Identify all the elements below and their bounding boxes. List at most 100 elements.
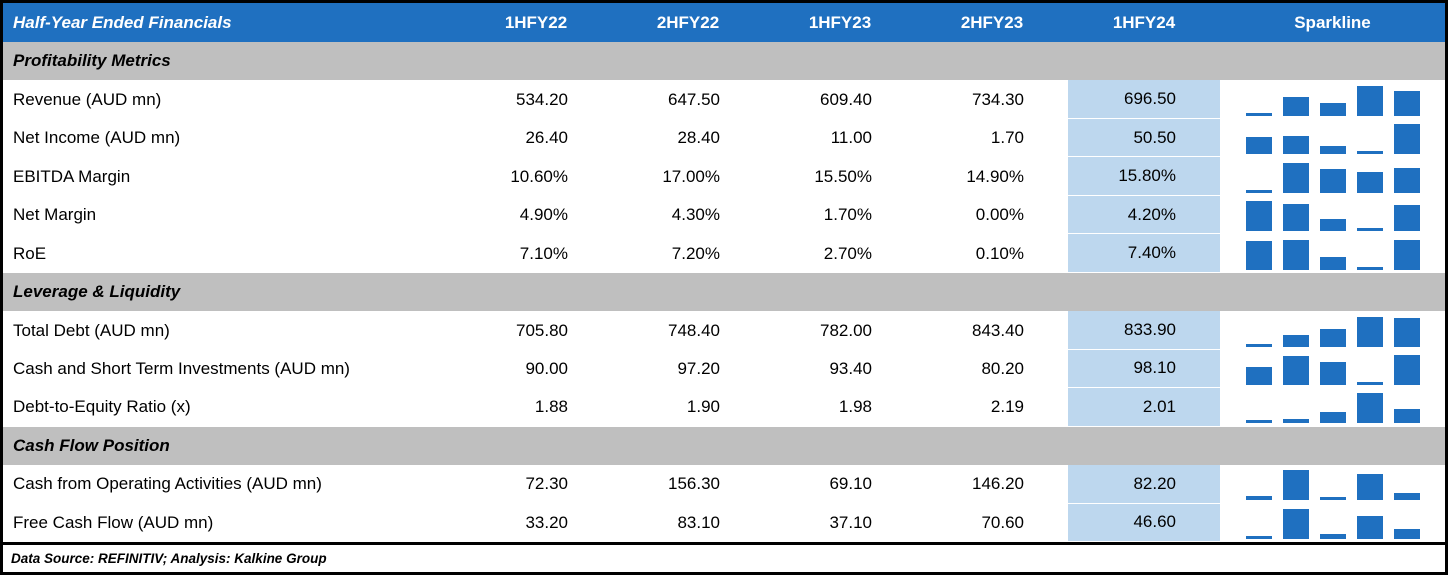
value-cell: 26.40	[525, 128, 568, 148]
sparkline-bar	[1245, 496, 1272, 501]
value-cell: 156.30	[668, 474, 720, 494]
sparkline-bar	[1356, 266, 1383, 270]
value-cell: 14.90%	[966, 166, 1024, 186]
value-cell: 37.10	[829, 512, 872, 532]
value-cell: 705.80	[516, 320, 568, 340]
value-cell: 50.50	[1068, 118, 1220, 158]
table-row: Cash from Operating Activities (AUD mn) 7…	[3, 465, 1445, 504]
value-cell: 11.00	[830, 128, 872, 148]
sparkline-bar	[1282, 335, 1309, 347]
row-label: Cash and Short Term Investments (AUD mn)	[13, 358, 350, 378]
row-label: Free Cash Flow (AUD mn)	[13, 512, 214, 532]
value-cell: 2.01	[1068, 388, 1220, 427]
value-cell: 7.40%	[1068, 234, 1220, 273]
value-cell: 4.90%	[519, 205, 568, 225]
value-cell: 1.70	[990, 128, 1024, 148]
sparkline-cell	[1220, 465, 1445, 503]
value-cell: 15.80%	[1068, 157, 1220, 196]
value-cell: 843.40	[972, 320, 1024, 340]
sparkline-bar	[1245, 189, 1272, 193]
table-row: EBITDA Margin 10.60% 17.00% 15.50% 14.90% 15.…	[3, 157, 1445, 196]
value-cell: 534.20	[516, 89, 568, 109]
table-row: Revenue (AUD mn) 534.20 647.50 609.40 734.30…	[3, 80, 1445, 119]
value-cell: 1.90	[686, 397, 720, 417]
sparkline-bar	[1245, 137, 1272, 155]
value-cell: 17.00%	[662, 166, 720, 186]
sparkline-bar	[1319, 328, 1346, 347]
value-cell: 93.40	[829, 358, 872, 378]
value-cell: 70.60	[981, 512, 1024, 532]
value-cell: 97.20	[677, 358, 720, 378]
sparkline-chart	[1245, 353, 1420, 385]
value-cell: 28.40	[677, 128, 720, 148]
sparkline-bar	[1356, 151, 1383, 155]
table-row: Debt-to-Equity Ratio (x) 1.88 1.90 1.98 2.19…	[3, 388, 1445, 427]
value-cell: 4.30%	[671, 205, 720, 225]
table-header-row: Half-Year Ended Financials 1HFY22 2HFY22 1…	[3, 3, 1445, 42]
row-label: Net Income (AUD mn)	[13, 128, 181, 148]
table-row: Free Cash Flow (AUD mn) 33.20 83.10 37.10 70…	[3, 503, 1445, 543]
section-header-row: Leverage & Liquidity	[3, 272, 1445, 312]
sparkline-chart	[1245, 84, 1420, 116]
column-header-2hfy23: 2HFY23	[960, 12, 1024, 32]
sparkline-cell	[1220, 80, 1445, 118]
sparkline-bar	[1245, 240, 1272, 270]
sparkline-bar	[1282, 418, 1309, 424]
sparkline-chart	[1245, 507, 1420, 539]
sparkline-cell	[1220, 350, 1445, 388]
sparkline-cell	[1220, 388, 1445, 426]
value-cell: 7.10%	[519, 243, 568, 263]
row-label: RoE	[13, 243, 47, 263]
sparkline-cell	[1220, 311, 1445, 349]
source-note: Data Source: REFINITIV; Analysis: Kalkin…	[3, 542, 1445, 572]
value-cell: 748.40	[668, 320, 720, 340]
sparkline-bar	[1245, 201, 1272, 232]
value-cell: 46.60	[1068, 503, 1220, 543]
value-cell: 2.70%	[823, 243, 872, 263]
table-row: RoE 7.10% 7.20% 2.70% 0.10% 7.40%	[3, 234, 1445, 273]
value-cell: 72.30	[525, 474, 568, 494]
value-cell: 15.50%	[814, 166, 872, 186]
section-header-row: Cash Flow Position	[3, 426, 1445, 466]
sparkline-bar	[1282, 136, 1309, 155]
sparkline-bar	[1319, 146, 1346, 155]
sparkline-bar	[1245, 112, 1272, 116]
sparkline-bar	[1393, 124, 1420, 155]
table-row: Cash and Short Term Investments (AUD mn)…	[3, 349, 1445, 389]
sparkline-bar	[1282, 356, 1309, 385]
sparkline-bar	[1356, 316, 1383, 347]
value-cell: 69.10	[829, 474, 872, 494]
sparkline-chart	[1245, 199, 1420, 232]
column-header-sparkline: Sparkline	[1294, 12, 1371, 32]
column-header-1hfy22: 1HFY22	[504, 12, 568, 32]
value-cell: 33.20	[525, 512, 568, 532]
sparkline-bar	[1393, 239, 1420, 270]
value-cell: 1.88	[534, 397, 568, 417]
value-cell: 0.00%	[975, 205, 1024, 225]
sparkline-bar	[1319, 102, 1346, 116]
sparkline-bar	[1245, 343, 1272, 347]
sparkline-chart	[1245, 238, 1420, 270]
sparkline-bar	[1319, 168, 1346, 193]
sparkline-bar	[1319, 362, 1346, 385]
value-cell: 1.98	[838, 397, 872, 417]
value-cell: 10.60%	[510, 166, 568, 186]
table-row: Net Margin 4.90% 4.30% 1.70% 0.00% 4.20%	[3, 195, 1445, 235]
value-cell: 82.20	[1068, 465, 1220, 504]
sparkline-bar	[1319, 256, 1346, 270]
sparkline-chart	[1245, 315, 1420, 347]
value-cell: 83.10	[677, 512, 720, 532]
value-cell: 146.20	[972, 474, 1024, 494]
sparkline-bar	[1282, 240, 1309, 270]
value-cell: 4.20%	[1068, 195, 1220, 235]
sparkline-bar	[1245, 535, 1272, 539]
table-row: Net Income (AUD mn) 26.40 28.40 11.00 1.70 50…	[3, 118, 1445, 158]
table-row: Total Debt (AUD mn) 705.80 748.40 782.00 843…	[3, 311, 1445, 350]
sparkline-bar	[1393, 167, 1420, 193]
sparkline-bar	[1356, 85, 1383, 116]
sparkline-bar	[1319, 411, 1346, 424]
sparkline-bar	[1393, 493, 1420, 501]
row-label: Revenue (AUD mn)	[13, 89, 162, 109]
value-cell: 7.20%	[671, 243, 720, 263]
